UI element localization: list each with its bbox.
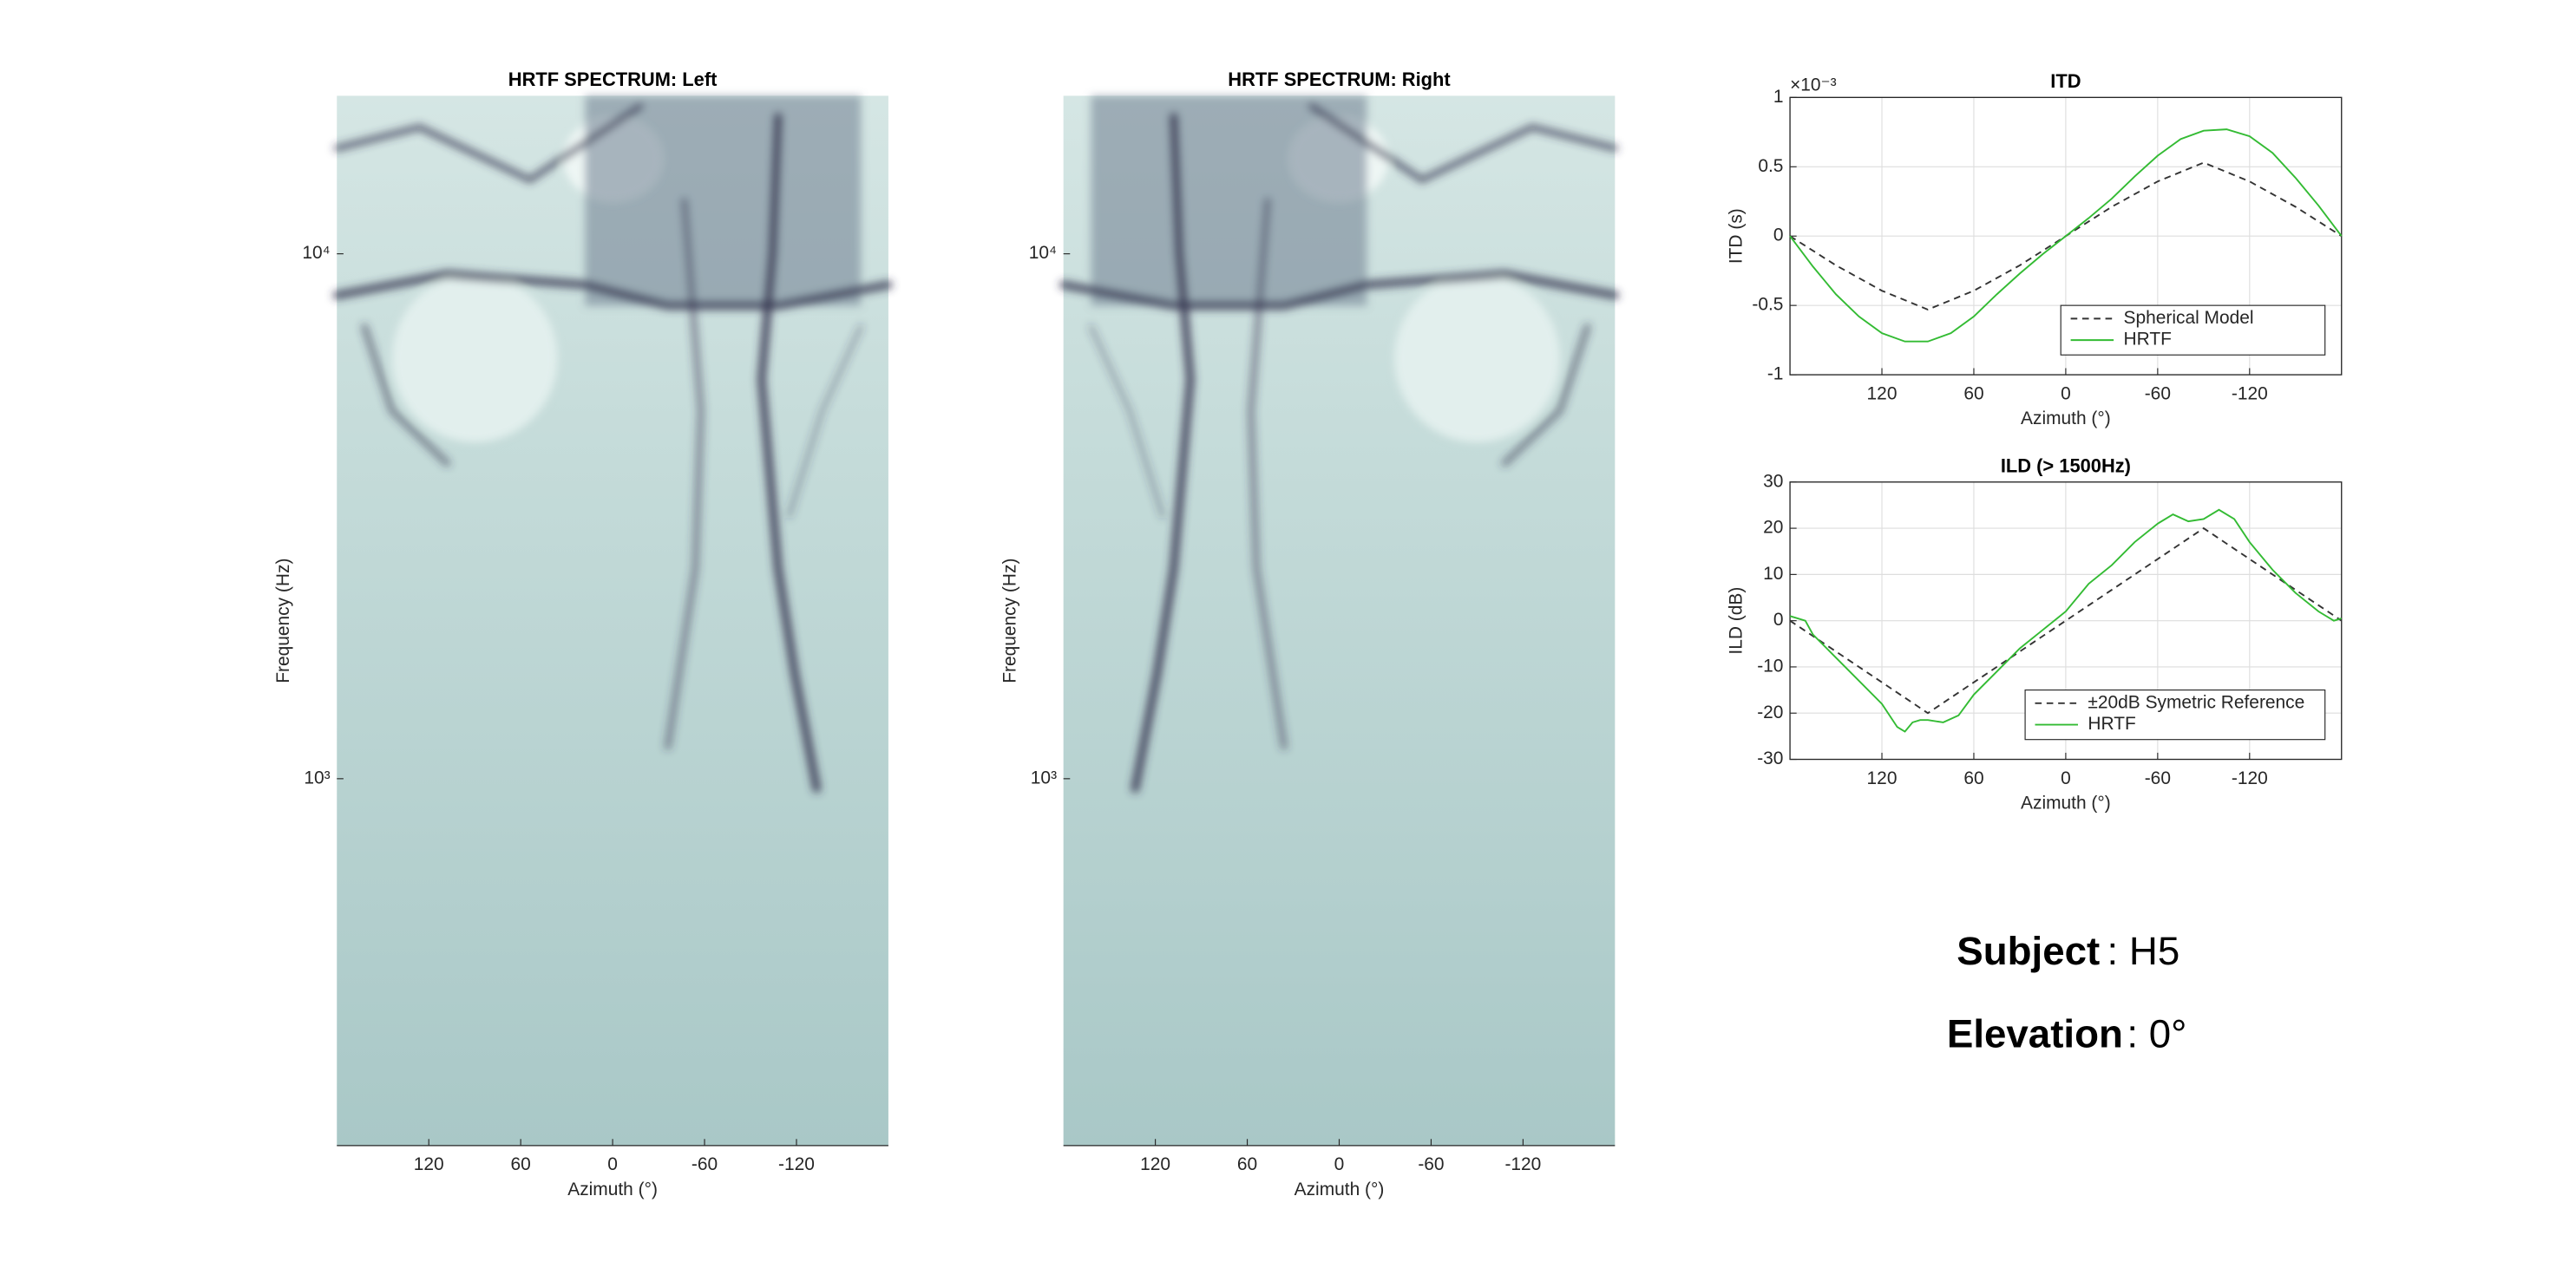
chart-title: HRTF SPECTRUM: Left (508, 69, 718, 90)
x-tick-label: -120 (1504, 1154, 1541, 1174)
x-tick-label: 60 (1963, 768, 1983, 788)
x-tick-label: 0 (1334, 1154, 1345, 1174)
spectral-notch (333, 102, 644, 184)
y-tick-label: -1 (1767, 364, 1784, 384)
x-tick-label: 120 (1867, 383, 1898, 403)
y-tick-label: 10⁴ (1029, 243, 1057, 263)
spectral-notch (757, 112, 822, 794)
y-tick-label: -30 (1757, 748, 1783, 768)
y-tick-label: 30 (1763, 471, 1783, 491)
x-tick-label: 0 (2061, 768, 2071, 788)
y-tick-label: -10 (1757, 656, 1783, 676)
legend-label: HRTF (2124, 330, 2172, 350)
x-tick-label: 0 (607, 1154, 618, 1174)
x-axis-label: Azimuth (°) (1295, 1180, 1385, 1199)
x-tick-label: 60 (1963, 383, 1983, 403)
y-tick-label: 10⁴ (302, 243, 330, 263)
y-tick-label: 0 (1773, 610, 1784, 630)
y-tick-label: 20 (1763, 518, 1783, 538)
spectral-notch (1501, 323, 1591, 467)
chart-title: HRTF SPECTRUM: Right (1228, 69, 1451, 90)
x-tick-label: -120 (2232, 383, 2268, 403)
chart-title: ILD (> 1500Hz) (2001, 454, 2131, 476)
y-axis-label: ITD (s) (1727, 208, 1747, 264)
elevation-label: Elevation (1947, 1011, 2123, 1056)
x-tick-label: 120 (1867, 768, 1898, 788)
x-tick-label: 120 (414, 1154, 444, 1174)
spectral-notch (1131, 112, 1195, 794)
y-tick-label: 0 (1773, 225, 1784, 245)
subject-value: : H5 (2107, 929, 2179, 973)
spectrum-features (332, 95, 893, 794)
x-tick-label: 60 (511, 1154, 531, 1174)
x-axis-label: Azimuth (°) (2021, 793, 2111, 813)
x-tick-label: -60 (2145, 768, 2171, 788)
legend-box (2024, 690, 2326, 741)
spectral-notch (664, 197, 705, 750)
legend-label: ±20dB Symetric Reference (2088, 692, 2304, 712)
light-patch (391, 274, 558, 442)
dark-band (1091, 95, 1367, 306)
y-tick-label: 10³ (1031, 768, 1057, 788)
spectral-notch (1247, 197, 1288, 750)
x-tick-label: 60 (1237, 1154, 1257, 1174)
subject-label: Subject (1957, 929, 2100, 973)
y-tick-label: 10 (1763, 564, 1783, 584)
y-tick-label: -0.5 (1752, 295, 1783, 315)
y-axis-label: ILD (dB) (1727, 587, 1747, 655)
spectral-notch (786, 324, 863, 519)
elevation-value: : 0° (2127, 1011, 2186, 1056)
series-line (1789, 508, 2343, 733)
spectral-notch (332, 270, 893, 310)
light-patch (1394, 274, 1560, 442)
chart-title: ITD (2050, 70, 2081, 92)
spectral-notch (1059, 270, 1620, 310)
y-tick-label: -20 (1757, 703, 1783, 722)
series-line (1789, 128, 2343, 343)
x-tick-label: -60 (692, 1154, 718, 1174)
legend-box (2060, 304, 2326, 356)
y-tick-label: 1 (1773, 87, 1784, 107)
x-tick-label: -120 (2232, 768, 2268, 788)
x-tick-label: -60 (1418, 1154, 1444, 1174)
y-axis-label: Frequency (Hz) (1000, 559, 1019, 683)
spectral-notch (361, 323, 451, 467)
spectral-notch (1308, 102, 1619, 184)
x-tick-label: -120 (778, 1154, 815, 1174)
y-exponent-label: ×10⁻³ (1790, 75, 1837, 95)
y-axis-label: Frequency (Hz) (273, 559, 293, 683)
legend-label: Spherical Model (2124, 308, 2254, 328)
x-tick-label: -60 (2145, 383, 2171, 403)
x-axis-label: Azimuth (°) (567, 1180, 658, 1199)
legend-label: HRTF (2088, 714, 2135, 734)
y-tick-label: 0.5 (1758, 156, 1783, 176)
x-axis-label: Azimuth (°) (2021, 408, 2111, 428)
series-line (1789, 526, 2343, 715)
spectral-notch (1088, 324, 1165, 519)
y-tick-label: 10³ (304, 768, 330, 788)
x-tick-label: 0 (2061, 383, 2071, 403)
spectrum-features (1059, 95, 1620, 794)
dark-band (585, 95, 862, 306)
x-tick-label: 120 (1140, 1154, 1170, 1174)
